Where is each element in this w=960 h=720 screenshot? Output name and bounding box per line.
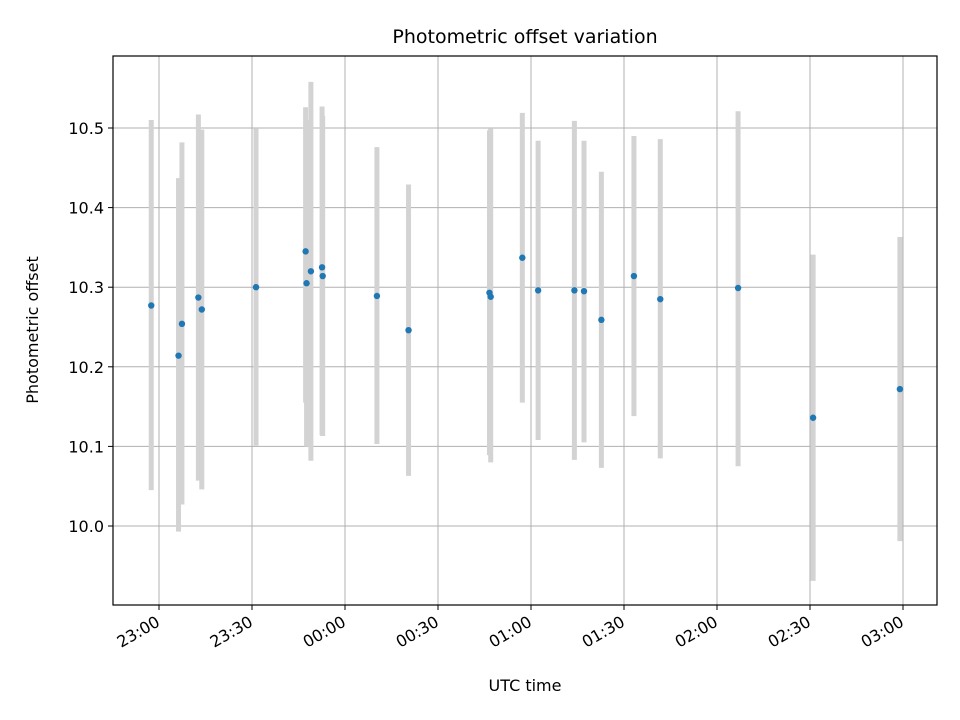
data-point: [195, 294, 202, 301]
x-tick-label: 01:00: [486, 612, 535, 652]
x-tick-label: 01:30: [579, 612, 628, 652]
x-axis-label: UTC time: [489, 676, 562, 695]
x-tick-label: 03:00: [858, 612, 907, 652]
data-points: [148, 248, 904, 421]
x-tick-label: 02:30: [765, 612, 814, 652]
plot-frame: [112, 55, 938, 606]
y-tick-label: 10.1: [68, 437, 104, 456]
x-tick-label: 02:00: [672, 612, 721, 652]
data-point: [307, 268, 315, 275]
y-tick-label: 10.3: [68, 278, 104, 297]
x-tick-label: 23:00: [114, 612, 163, 652]
data-point: [175, 352, 182, 359]
chart-title: Photometric offset variation: [392, 26, 657, 48]
data-point: [598, 316, 605, 324]
data-point: [303, 280, 310, 287]
data-point: [148, 302, 155, 309]
data-point: [373, 292, 381, 300]
y-tick-label: 10.4: [68, 199, 104, 218]
y-tick-label: 10.5: [68, 119, 104, 138]
error-bars: [148, 81, 903, 581]
data-point: [405, 326, 412, 334]
data-point: [487, 293, 494, 300]
data-point: [319, 272, 326, 280]
data-point: [734, 284, 742, 292]
y-tick-label: 10.2: [68, 358, 104, 377]
y-axis-ticks: 10.0 10.1 10.2 10.3 10.4 10.5: [68, 119, 113, 536]
x-tick-label: 00:00: [300, 612, 349, 652]
data-point: [519, 254, 526, 261]
data-point: [809, 414, 817, 421]
data-point: [580, 287, 588, 295]
data-point: [318, 264, 326, 271]
y-axis-label: Photometric offset: [23, 256, 42, 404]
data-point: [178, 320, 186, 328]
data-point: [657, 295, 664, 303]
y-tick-label: 10.0: [68, 517, 104, 536]
data-point: [571, 287, 578, 294]
data-point: [896, 385, 904, 393]
x-axis-ticks: 23:00 23:30 00:00 00:30 01:00 01:30 02:00 02:30…: [114, 605, 907, 652]
data-point: [534, 287, 542, 294]
data-point: [630, 272, 638, 280]
data-point: [302, 248, 309, 255]
grid-lines: [113, 56, 937, 605]
data-point: [198, 306, 205, 313]
x-tick-label: 23:30: [207, 612, 256, 652]
x-tick-label: 00:30: [393, 612, 442, 652]
data-point: [252, 284, 260, 291]
